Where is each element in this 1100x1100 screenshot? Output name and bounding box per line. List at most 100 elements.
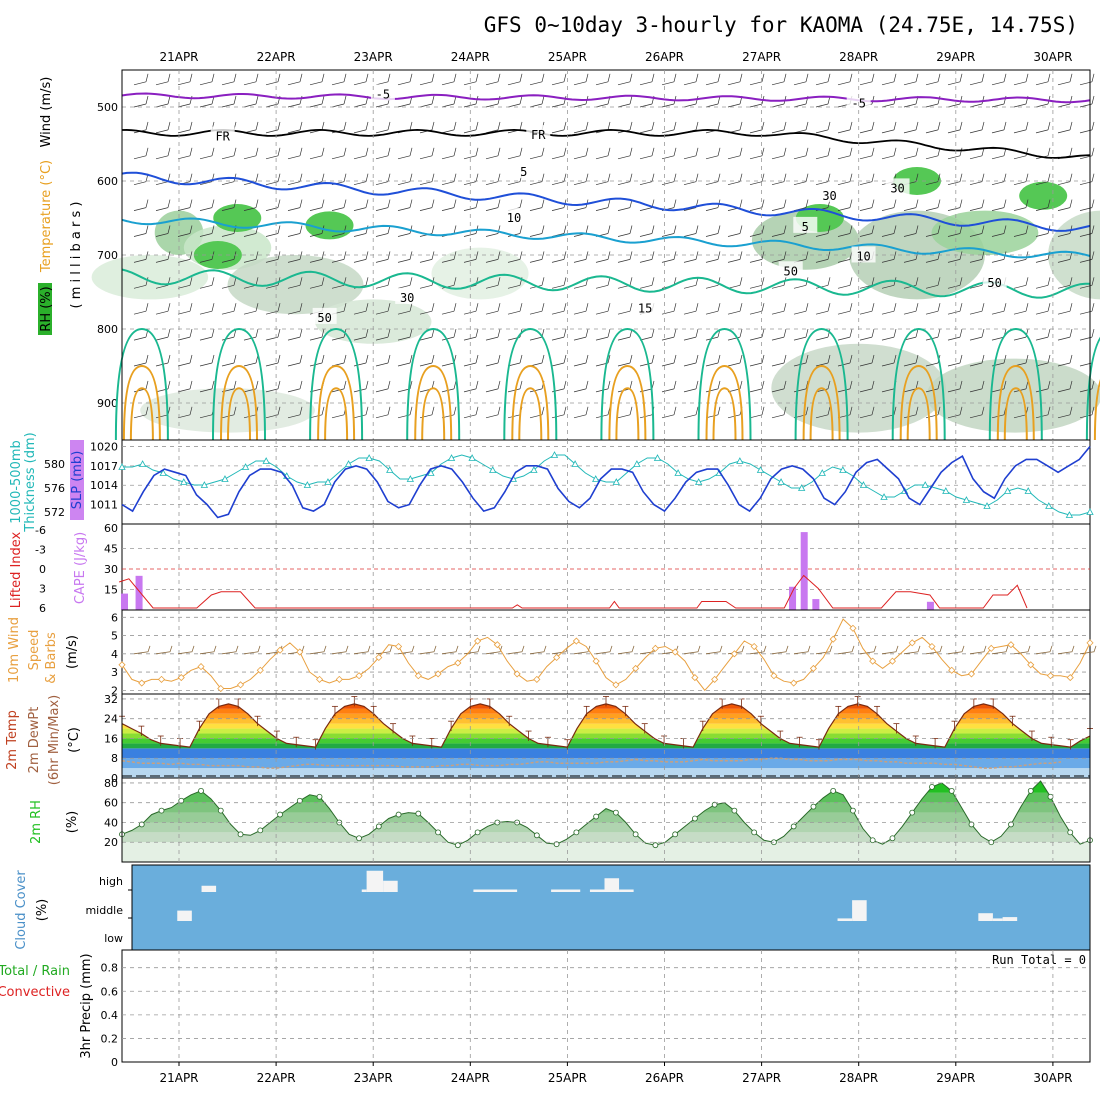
upper-wind-barb [133,73,149,86]
upper-wind-barb [177,147,193,160]
wind-speed-line-point [513,670,521,678]
upper-wind-barb [793,329,809,341]
contour-label: 50 [784,264,798,278]
upper-wind-barb [771,73,787,86]
upper-wind-barb [661,173,677,186]
contour-label-bg [370,84,395,101]
upper-wind-barb [859,329,875,341]
contour-loop [114,327,169,441]
upper-wind-barb [837,173,853,186]
temp-band [122,713,1090,719]
top-date-label: 22APR [257,50,296,64]
rh-shade [926,358,1100,433]
upper-wind-barb [617,303,633,315]
upper-wind-barb [309,95,325,108]
upper-wind-barb [947,406,963,419]
upper-wind-barb [199,354,215,367]
rh-line-point [316,793,323,800]
upper-wind-barb [375,199,391,211]
upper-wind-barb [903,277,919,289]
temp-label-3: (6hr Min/Max) [47,695,62,785]
precip-tick: 0.8 [101,962,119,975]
top-date-label: 29APR [936,50,975,64]
upper-wind-barb [837,199,853,211]
li-tick: 6 [39,602,46,615]
contour-freezing [121,128,1091,159]
contour-label-bg [817,185,842,202]
upper-wind-barb [749,173,765,186]
bottom-date-label: 28APR [839,1071,878,1085]
thickness-line-point [839,466,847,473]
upper-wind-barb [749,380,765,393]
upper-wind-barb [947,95,963,108]
upper-wind-barb [859,73,875,86]
upper-wind-barb [375,121,391,134]
upper-wind-barb [177,199,193,211]
upper-wind-barb [925,303,941,315]
wind-barb [441,645,459,655]
wind-speed-line-point [987,644,995,652]
upper-wind-barb [749,147,765,160]
top-date-label: 30APR [1033,50,1072,64]
upper-wind-barb [903,303,919,315]
wind-barb [969,645,987,655]
upper-wind-barb [309,147,325,160]
contour-loop [608,364,647,441]
cloud-high-bar [366,870,384,892]
upper-wind-barb [551,73,567,86]
upper-wind-barb [903,380,919,393]
contour-plus15 [121,268,1091,299]
upper-wind-barb [859,147,875,160]
upper-wind-barb [683,354,699,367]
precip-tick: 0.2 [101,1032,119,1045]
cloud-high-bar [551,889,581,892]
upper-wind-barb [1035,173,1051,186]
temp-tick: 32 [104,693,118,706]
upper-wind-barb [837,225,853,237]
wind-barb [903,645,921,655]
cloud-unit: (%) [35,899,50,922]
upper-wind-barb [815,147,831,160]
cape-bar [121,593,128,610]
precip-convective-label: Convective [0,985,70,1000]
upper-wind-barb [749,303,765,315]
upper-wind-barb [1057,303,1073,315]
temp-band [122,748,1090,759]
rh-line-point [968,821,975,828]
upper-wind-barb [1057,199,1073,211]
upper-wind-barb [947,380,963,393]
upper-wind-barb [837,380,853,393]
upper-wind-barb [661,406,677,419]
wind-barb [837,645,855,655]
precip-tick: 0.4 [101,1009,119,1022]
upper-wind-barb [529,173,545,186]
contour-label-bg [312,307,337,324]
thickness-line-point [1024,487,1032,494]
upper-wind-barb [749,199,765,211]
contour-loop [227,387,251,441]
rh-line-point [850,807,856,814]
upper-wind-barb [133,277,149,289]
contour-label-bg [501,208,526,224]
upper-wind-barb [793,303,809,315]
wind-barb [595,645,613,655]
cape-bar [812,599,820,610]
upper-wind-barb [265,121,281,134]
slp-thickness-panel: 1011 1014 1017 1020 572 576 580 1000-500mb Thick… [9,432,1094,533]
upper-wind-barb [705,225,721,237]
wind-speed-line-point [1027,661,1035,669]
contour-plus10 [121,217,1091,259]
thickness-line-point [859,481,868,488]
upper-wind-barb [397,277,413,289]
upper-wind-barb [287,121,303,134]
upper-wind-barb [133,199,149,211]
upper-wind-barb [419,173,435,186]
wind-label: Wind (m/s) [39,77,54,148]
temp-tick: 8 [111,752,118,765]
upper-wind-barb [331,95,347,108]
upper-wind-barb [991,303,1007,315]
upper-wind-barb [529,95,545,108]
wind-speed-line-point [138,679,146,687]
upper-wind-barb [661,147,677,160]
upper-wind-barb [133,406,149,419]
